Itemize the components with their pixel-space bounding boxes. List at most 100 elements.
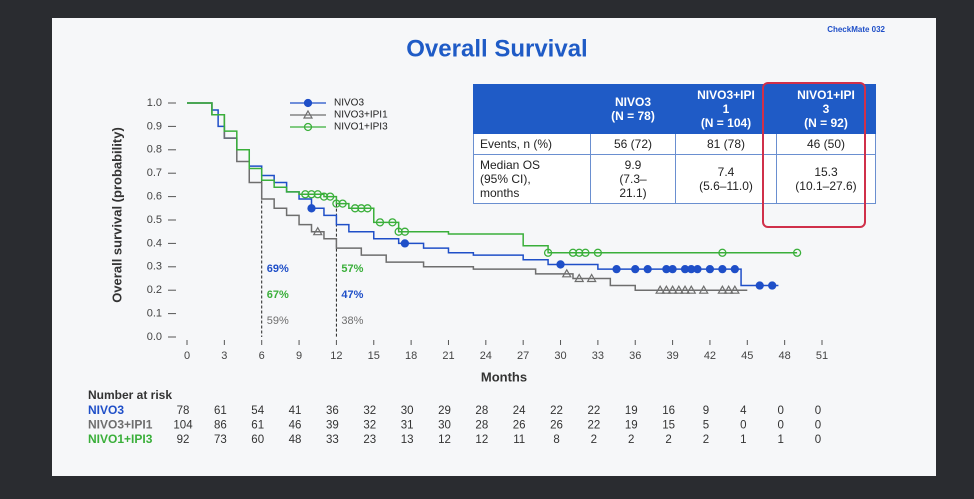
cell-line: 7.4 bbox=[717, 165, 735, 179]
cell-line: (N = 92) bbox=[804, 116, 848, 130]
censor-mark bbox=[717, 284, 728, 294]
censor-mark bbox=[301, 190, 310, 199]
censor-mark bbox=[363, 204, 372, 213]
cell-line: 15.3 bbox=[814, 165, 838, 179]
x-tick-label: 24 bbox=[480, 350, 492, 362]
legend-marker bbox=[303, 122, 313, 132]
summary-table: NIVO3 (N = 78) NIVO3+IPI 1 (N = 104) NIVO1+IP… bbox=[473, 84, 876, 204]
censor-mark bbox=[755, 281, 764, 290]
badge: CheckMate 032 bbox=[827, 25, 885, 34]
y-tick-label: 0.9 bbox=[147, 120, 162, 132]
risk-count: 24 bbox=[513, 405, 526, 417]
table-cell: 46 (50) bbox=[776, 133, 876, 155]
row-label: Median OS (95% CI), months bbox=[473, 154, 591, 204]
censor-mark bbox=[643, 264, 652, 274]
risk-count: 1 bbox=[740, 434, 746, 446]
risk-count: 78 bbox=[177, 405, 190, 417]
risk-count: 33 bbox=[326, 434, 339, 446]
y-tick-label: 0.2 bbox=[147, 284, 162, 296]
risk-count: 5 bbox=[703, 420, 709, 432]
censor-mark bbox=[332, 199, 341, 208]
risk-count: 46 bbox=[289, 420, 302, 432]
cell-line: (N = 78) bbox=[611, 109, 655, 123]
header-row: NIVO3 (N = 78) NIVO3+IPI 1 (N = 104) NIVO1+IP… bbox=[473, 84, 876, 134]
risk-count: 29 bbox=[438, 405, 451, 417]
risk-count: 12 bbox=[438, 434, 451, 446]
censor-mark bbox=[357, 204, 366, 213]
risk-title: Number at risk bbox=[88, 388, 172, 402]
cell-line: (5.6–11.0) bbox=[699, 179, 753, 193]
cell-line: Median OS bbox=[480, 158, 541, 172]
chart-title: Overall Survival bbox=[406, 35, 587, 62]
risk-count: 48 bbox=[289, 434, 302, 446]
risk-count: 4 bbox=[740, 405, 747, 417]
cell-line: NIVO3 bbox=[614, 95, 651, 109]
censor-mark bbox=[400, 227, 410, 236]
cell-line: (10.1–27.6) bbox=[795, 179, 857, 193]
cell-line: months bbox=[480, 186, 520, 200]
risk-count: 19 bbox=[625, 405, 638, 417]
y-tick-label: 0.8 bbox=[147, 144, 162, 156]
y-tick-label: 1.0 bbox=[147, 97, 162, 109]
risk-count: 22 bbox=[587, 420, 600, 432]
cell-line: 56 (72) bbox=[613, 137, 653, 151]
risk-count: 1 bbox=[777, 434, 783, 446]
table-cell: 56 (72) bbox=[590, 133, 676, 155]
censor-mark bbox=[319, 192, 329, 201]
risk-count: 30 bbox=[401, 405, 414, 417]
legend-marker bbox=[302, 109, 314, 119]
risk-count: 0 bbox=[815, 405, 821, 417]
risk-count: 60 bbox=[251, 434, 264, 446]
legend-label: NIVO3+IPI1 bbox=[334, 110, 388, 121]
censor-mark bbox=[668, 264, 677, 274]
header-cell: NIVO3 (N = 78) bbox=[590, 84, 676, 134]
legend-label: NIVO1+IPI3 bbox=[334, 122, 388, 133]
censor-mark bbox=[693, 264, 702, 274]
censor-mark bbox=[729, 284, 740, 294]
risk-count: 2 bbox=[703, 434, 709, 446]
risk-count: 30 bbox=[438, 420, 451, 432]
risk-count: 0 bbox=[815, 420, 821, 432]
risk-count: 2 bbox=[628, 434, 634, 446]
x-tick-label: 0 bbox=[184, 350, 190, 362]
cell-line: 9.9 bbox=[624, 158, 642, 172]
censor-mark bbox=[680, 284, 691, 294]
risk-count: 54 bbox=[251, 405, 264, 417]
survival-curve bbox=[187, 102, 748, 291]
risk-count: 39 bbox=[326, 420, 339, 432]
censor-mark bbox=[388, 218, 397, 227]
risk-count: 2 bbox=[665, 434, 671, 446]
risk-count: 86 bbox=[214, 420, 227, 432]
x-tick-label: 33 bbox=[592, 350, 604, 362]
cell-line: Events, n (%) bbox=[480, 137, 553, 151]
landmark-label: 69% bbox=[267, 263, 289, 275]
censor-mark bbox=[723, 284, 734, 294]
y-tick-label: 0.1 bbox=[147, 308, 162, 320]
risk-count: 0 bbox=[777, 420, 783, 432]
table-cell: 7.4 (5.6–11.0) bbox=[675, 154, 777, 204]
highlight-box bbox=[762, 82, 866, 228]
legend-label: NIVO3 bbox=[334, 98, 364, 109]
censor-mark bbox=[612, 264, 621, 274]
y-tick-label: 0.7 bbox=[147, 167, 162, 179]
censor-mark bbox=[655, 284, 666, 294]
landmark-label: 38% bbox=[341, 315, 363, 327]
x-tick-label: 48 bbox=[779, 350, 791, 362]
risk-count: 22 bbox=[587, 405, 600, 417]
risk-count: 9 bbox=[703, 405, 709, 417]
landmark-label: 67% bbox=[267, 289, 289, 301]
cell-line: 46 (50) bbox=[806, 137, 846, 151]
risk-count: 92 bbox=[177, 434, 190, 446]
censor-mark bbox=[394, 227, 403, 236]
risk-count: 12 bbox=[475, 434, 488, 446]
censor-mark bbox=[631, 264, 640, 274]
x-tick-label: 39 bbox=[666, 350, 678, 362]
x-tick-label: 6 bbox=[259, 350, 265, 362]
censor-mark bbox=[661, 284, 672, 294]
cell-line: NIVO1+IPI bbox=[797, 88, 855, 102]
landmark-label: 59% bbox=[267, 315, 289, 327]
cell-line: 1 bbox=[722, 102, 730, 116]
legend-marker bbox=[303, 98, 313, 108]
x-tick-label: 36 bbox=[629, 350, 641, 362]
